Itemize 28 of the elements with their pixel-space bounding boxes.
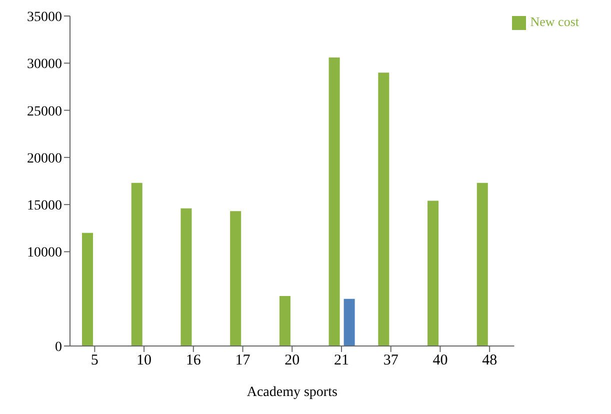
x-tick-label: 10 bbox=[136, 352, 152, 369]
y-tick-label: 25000 bbox=[27, 104, 62, 120]
bar bbox=[344, 298, 355, 346]
x-tick-label: 5 bbox=[90, 352, 98, 369]
x-axis-title: Academy sports bbox=[246, 385, 338, 400]
bar bbox=[428, 200, 439, 346]
legend-label: New cost bbox=[530, 14, 579, 29]
x-tick-label: 16 bbox=[186, 352, 202, 369]
y-tick-label: 35000 bbox=[27, 10, 62, 25]
bar bbox=[82, 232, 93, 346]
x-tick-label: 20 bbox=[284, 352, 300, 369]
x-tick-label: 21 bbox=[334, 352, 349, 369]
x-tick-label: 40 bbox=[432, 352, 448, 369]
y-tick-label: 15000 bbox=[27, 198, 62, 214]
bar bbox=[378, 72, 390, 346]
y-tick-label: 20000 bbox=[27, 151, 62, 166]
y-tick-label: 0 bbox=[55, 340, 62, 355]
bar bbox=[476, 182, 488, 346]
bar bbox=[328, 57, 340, 346]
bar bbox=[230, 211, 242, 346]
bar bbox=[131, 182, 142, 346]
y-tick-label: 10000 bbox=[27, 246, 62, 261]
x-tick-label: 48 bbox=[482, 352, 498, 369]
x-tick-label: 37 bbox=[383, 352, 399, 369]
bar bbox=[180, 208, 192, 346]
y-tick-label: 30000 bbox=[27, 57, 62, 72]
x-tick-label: 17 bbox=[235, 352, 251, 369]
bar bbox=[279, 296, 290, 346]
